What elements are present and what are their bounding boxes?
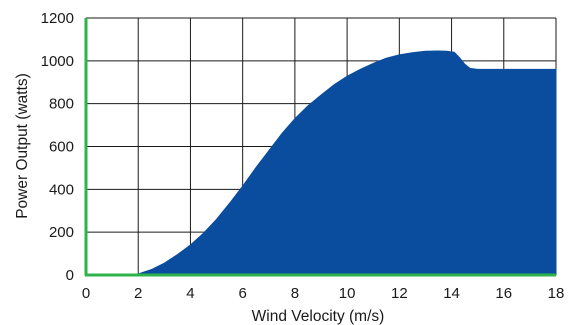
x-tick-label: 10	[339, 285, 356, 302]
x-axis-title: Wind Velocity (m/s)	[252, 308, 385, 325]
area-series-0	[86, 50, 557, 276]
y-axis-title: Power Output (watts)	[14, 73, 31, 219]
x-tick-label: 4	[186, 285, 194, 302]
x-tick-label: 2	[134, 285, 142, 302]
x-tick-label: 6	[238, 285, 246, 302]
plot-area	[86, 50, 557, 276]
x-tick-label: 8	[291, 285, 299, 302]
x-tick-label: 0	[82, 285, 90, 302]
y-tick-label: 200	[49, 224, 74, 241]
x-tick-label: 12	[391, 285, 408, 302]
x-tick-label: 14	[443, 285, 460, 302]
y-tick-label: 1200	[41, 10, 74, 27]
x-tick-label: 16	[495, 285, 512, 302]
y-tick-label: 0	[66, 267, 74, 284]
tick-labels: 0 2 4 6 8 10 12 14 16 18 0 200 400 600 800 1000 1200	[41, 10, 565, 302]
y-tick-label: 800	[49, 96, 74, 113]
y-tick-label: 1000	[41, 53, 74, 70]
x-tick-label: 18	[548, 285, 565, 302]
y-tick-label: 400	[49, 181, 74, 198]
axes	[84, 18, 556, 277]
y-tick-label: 600	[49, 139, 74, 156]
